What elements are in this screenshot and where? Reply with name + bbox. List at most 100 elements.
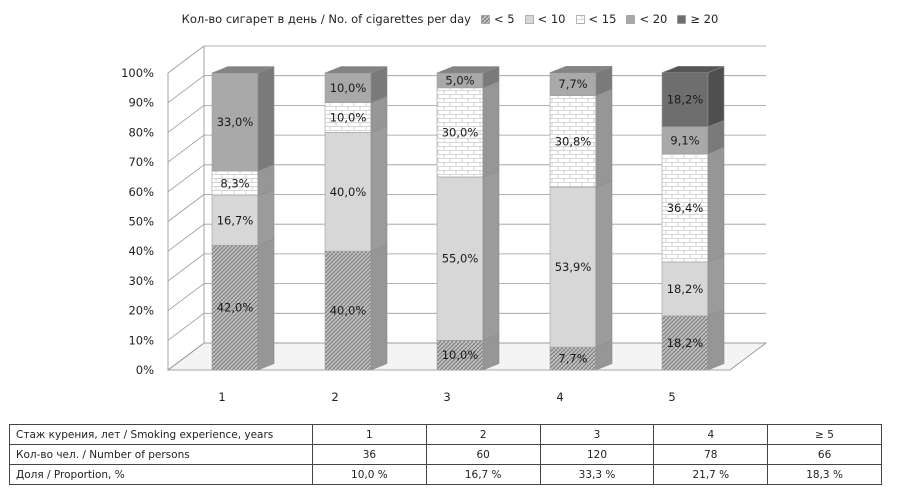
bar-side <box>482 81 500 178</box>
bar-segment <box>549 180 613 348</box>
bar-side <box>257 66 275 172</box>
y-tick-label: 30% <box>128 274 154 288</box>
table-cell: 33,3 % <box>539 464 655 485</box>
bar-side <box>707 309 725 371</box>
bar-side <box>707 146 725 263</box>
bar-stack <box>211 66 275 371</box>
bar-side <box>370 125 388 252</box>
y-tick-label: 70% <box>128 155 154 169</box>
data-label: 8,3% <box>220 176 249 190</box>
bar-face <box>549 186 597 348</box>
y-tick-label: 90% <box>128 96 154 110</box>
y-tick-label: 10% <box>128 333 154 347</box>
data-label: 40,0% <box>330 304 367 318</box>
y-tick-label: 50% <box>128 215 154 229</box>
legend-entry: ≥ 20 <box>677 12 718 26</box>
bar-top <box>436 66 500 74</box>
data-label: 9,1% <box>670 133 699 147</box>
gridline-diagonal <box>167 164 205 193</box>
bar-segment <box>661 309 725 371</box>
legend-title: Кол-во сигарет в день / No. of cigarette… <box>181 12 471 26</box>
data-label: 30,8% <box>555 134 592 148</box>
table-cell: 36 <box>312 444 427 465</box>
bar-segment <box>549 88 613 188</box>
legend-swatch <box>524 14 534 24</box>
bar-face <box>661 261 709 317</box>
bar-segment <box>324 125 388 252</box>
legend-label: < 20 <box>639 12 668 26</box>
bar-top <box>549 66 613 74</box>
summary-table: Стаж курения, лет / Smoking experience, … <box>9 424 882 485</box>
bar-face <box>661 126 709 155</box>
legend-entry: < 15 <box>575 12 616 26</box>
legend-swatch <box>626 14 636 24</box>
table-cell: 1 <box>312 424 427 445</box>
bar-face <box>661 315 709 371</box>
x-tick-label: 1 <box>218 390 225 404</box>
legend-label: < 10 <box>537 12 566 26</box>
bar-top <box>211 66 275 74</box>
y-tick-label: 0% <box>136 363 154 377</box>
row-label: Кол-во чел. / Number of persons <box>9 444 313 465</box>
bar-face <box>324 72 372 104</box>
data-label: 7,7% <box>558 352 587 366</box>
gridline-diagonal <box>167 194 205 222</box>
data-label: 55,0% <box>442 252 479 266</box>
legend-swatch <box>677 14 687 24</box>
x-tick-label: 5 <box>668 390 675 404</box>
gridline-diagonal <box>167 342 205 371</box>
table-cell: 2 <box>425 424 541 445</box>
bar-segment <box>211 164 275 197</box>
bar-segment <box>211 188 275 246</box>
bar-face <box>211 72 259 172</box>
bar-side <box>257 238 275 371</box>
bar-segment <box>661 119 725 155</box>
data-label: 40,0% <box>330 185 367 199</box>
bar-face <box>436 87 484 178</box>
table-row: Стаж курения, лет / Smoking experience, … <box>9 424 882 445</box>
table-cell: 120 <box>539 444 655 465</box>
bar-segment <box>436 333 500 371</box>
bar-stack <box>436 66 500 371</box>
table-cell: 10,0 % <box>312 464 427 485</box>
legend: Кол-во сигарет в день / No. of cigarette… <box>0 8 900 30</box>
table-cell: 16,7 % <box>425 464 541 485</box>
bar-segment <box>211 238 275 371</box>
gridline-diagonal <box>167 45 205 74</box>
bar-face <box>436 176 484 341</box>
bar-segment <box>324 66 388 104</box>
bar-face <box>211 170 259 196</box>
data-label: 18,2% <box>667 336 704 350</box>
legend-swatch <box>481 14 490 24</box>
stacked-bar-chart: 0% 10% 20% 30% 40% 50% 60% 70% 80% 90% 100% 42,0% 1… <box>121 45 768 404</box>
bar-top <box>324 66 388 74</box>
y-tick-label: 40% <box>128 244 154 258</box>
table-row: Кол-во чел. / Number of persons 36 60 120 78… <box>9 444 882 465</box>
bars <box>211 65 725 371</box>
bar-face <box>324 102 372 133</box>
legend-label: ≥ 20 <box>690 12 719 26</box>
row-label: Доля / Proportion, % <box>9 464 313 485</box>
bar-stack <box>661 65 725 371</box>
x-axis: 1 2 3 4 5 <box>218 390 675 404</box>
legend-label: < 5 <box>493 12 515 26</box>
table-cell: 60 <box>425 444 541 465</box>
data-label: 30,0% <box>442 125 479 139</box>
bar-side <box>707 65 725 128</box>
gridline-diagonal <box>167 105 205 133</box>
table-cell: 4 <box>653 424 769 445</box>
data-label: 33,0% <box>217 115 254 129</box>
legend-swatch <box>575 14 585 24</box>
data-label: 18,2% <box>667 93 704 107</box>
table-cell: 18,3 % <box>767 464 882 485</box>
table-cell: ≥ 5 <box>767 424 882 445</box>
bar-segment <box>661 65 725 128</box>
table-cell: 3 <box>539 424 655 445</box>
data-label: 53,9% <box>555 260 592 274</box>
bar-face <box>211 195 259 246</box>
table-row: Доля / Proportion, % 10,0 % 16,7 % 33,3 % 21… <box>9 464 882 485</box>
data-label: 42,0% <box>217 301 254 315</box>
y-tick-label: 20% <box>128 304 154 318</box>
data-label: 16,7% <box>217 213 254 227</box>
